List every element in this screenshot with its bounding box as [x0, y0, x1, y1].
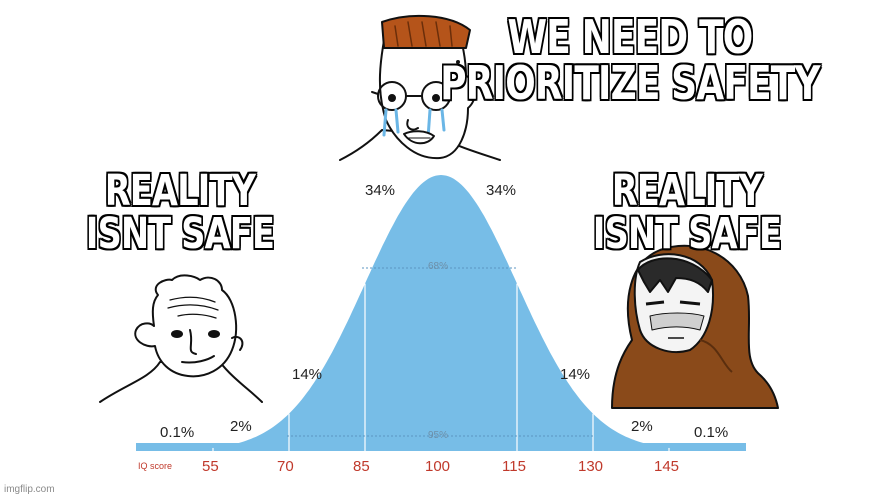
watermark: imgflip.com — [4, 484, 55, 495]
band-95-label: 95% — [428, 430, 449, 441]
bell-curve-area — [137, 175, 745, 451]
tick-70: 70 — [277, 458, 294, 475]
pct-right-34: 34% — [486, 182, 517, 199]
caption-right: REALITY ISNT SAFE — [592, 166, 782, 259]
pct-left-34: 34% — [365, 182, 396, 199]
pct-left-2: 2% — [230, 418, 252, 435]
tick-145: 145 — [654, 458, 680, 475]
caption-top: WE NEED TO PRIORITIZE SAFETY — [440, 10, 820, 110]
pct-left-tail: 0.1% — [160, 424, 195, 441]
pct-left-14: 14% — [292, 366, 323, 383]
pct-right-2: 2% — [631, 418, 653, 435]
band-68-label: 68% — [428, 261, 449, 272]
tick-115: 115 — [502, 458, 526, 475]
pct-right-14: 14% — [560, 366, 591, 383]
axis-label-iq: IQ score — [138, 461, 173, 471]
smug-wojak-icon — [99, 274, 263, 403]
tick-85: 85 — [353, 458, 370, 475]
hooded-figure-icon — [611, 244, 779, 409]
tick-130: 130 — [578, 458, 604, 475]
caption-left: REALITY ISNT SAFE — [85, 166, 275, 259]
crying-soyjak-icon — [339, 14, 501, 161]
sigma-dividers — [212, 283, 670, 451]
tick-100: 100 — [425, 458, 451, 475]
tick-55: 55 — [202, 458, 219, 475]
pct-right-tail: 0.1% — [694, 424, 729, 441]
